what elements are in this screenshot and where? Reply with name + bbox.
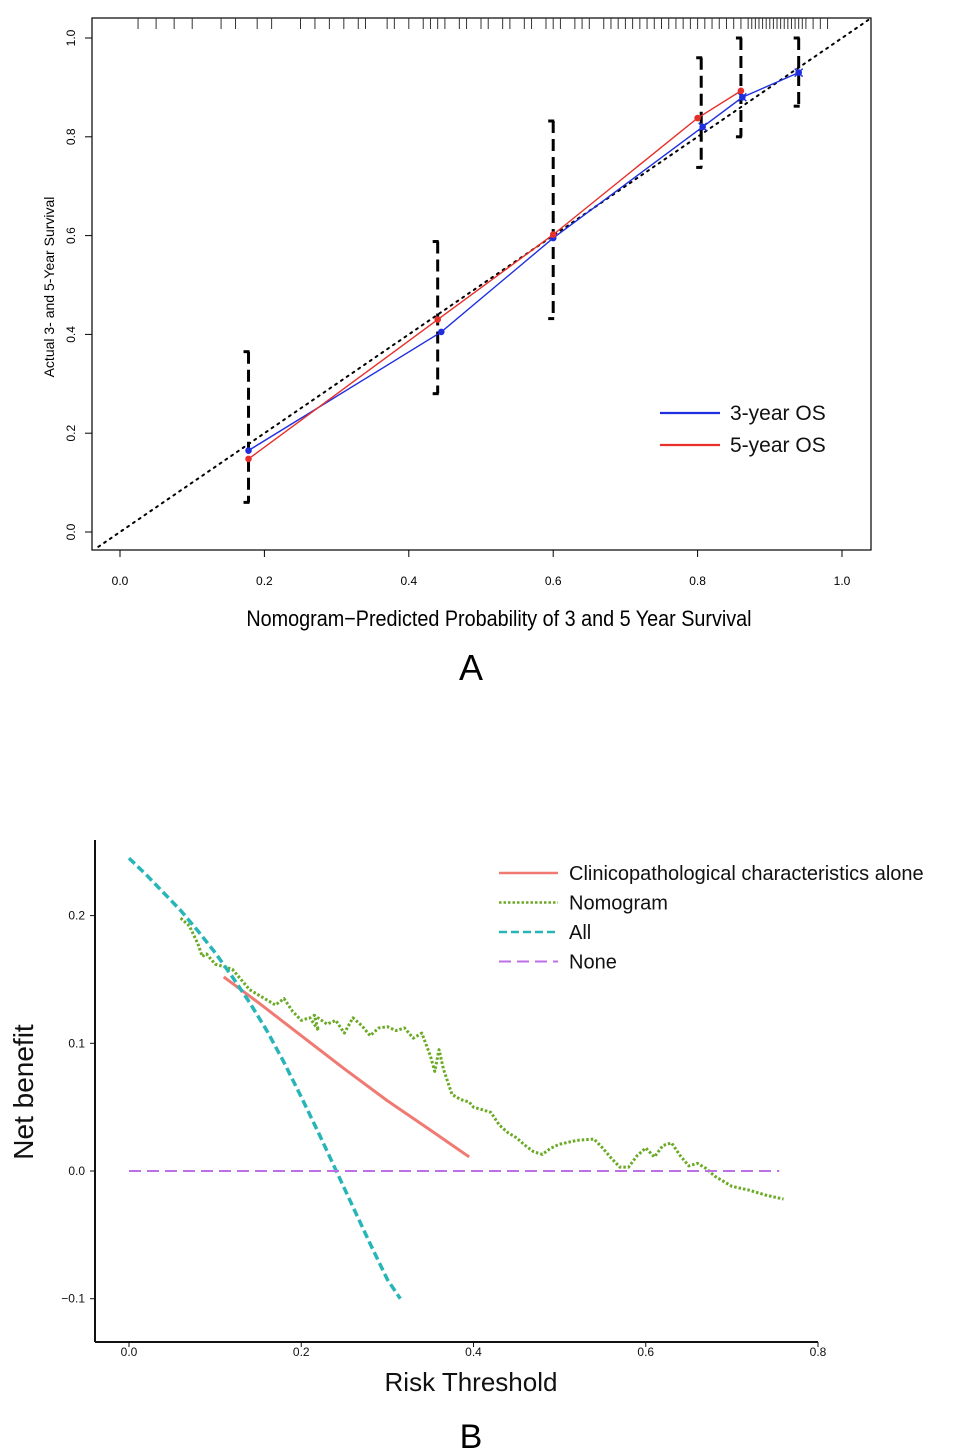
data-point <box>437 328 445 336</box>
legend-label: Nomogram <box>569 893 668 915</box>
y-tick-label: 0.8 <box>64 128 78 145</box>
series-line-5-year <box>248 90 742 460</box>
y-axis-title: Net benefit <box>8 1024 39 1160</box>
curve-nomogram <box>179 917 784 1201</box>
x-tick-label: 0.8 <box>689 574 706 588</box>
data-point <box>245 455 252 463</box>
x-tick-label: 0.0 <box>112 574 129 588</box>
legend-label: Clinicopathological characteristics alon… <box>569 863 924 885</box>
legend-label: None <box>569 952 617 974</box>
y-tick-label: −0.1 <box>61 1292 85 1306</box>
y-axis-title: Actual 3- and 5-Year Survival <box>41 197 57 378</box>
panel-label-a: A <box>459 647 483 688</box>
error-bar <box>243 350 251 504</box>
data-point <box>739 93 746 101</box>
error-bar <box>696 56 703 169</box>
y-tick-label: 0.0 <box>64 523 78 540</box>
error-bar <box>735 36 743 139</box>
x-tick-label: 0.0 <box>121 1345 138 1359</box>
panel-a-calibration-plot: 0.0 0.2 0.4 0.6 0.8 1.0 0.0 0.2 0.4 0.6 0.8 1.0 Nomo… <box>41 17 872 631</box>
y-tick-label: 0.1 <box>68 1036 85 1050</box>
y-tick-label: 0.4 <box>64 326 78 343</box>
x-axis-title: Risk Threshold <box>385 1367 558 1397</box>
x-tick-label: 0.4 <box>465 1345 482 1359</box>
data-point <box>245 447 252 454</box>
panel-b-decision-curve: 0.0 0.2 0.4 0.6 0.8 −0.1 0.0 0.1 0.2 Risk Thresho… <box>8 840 924 1397</box>
legend-label: 3-year OS <box>730 402 826 425</box>
series-line-3-year <box>248 71 799 452</box>
x-tick-label: 1.0 <box>834 574 851 588</box>
data-point <box>549 231 557 238</box>
x-tick-label: 0.2 <box>293 1345 310 1359</box>
data-point <box>699 123 706 131</box>
error-bar <box>548 119 555 321</box>
curve-clinicopathological-characteristics-alone <box>222 975 471 1159</box>
y-tick-label: 0.6 <box>64 227 78 244</box>
data-point <box>737 87 745 95</box>
reference-line <box>97 17 872 548</box>
y-tick-label: 0.2 <box>64 425 78 442</box>
y-tick-label: 1.0 <box>64 29 78 46</box>
error-bar <box>793 36 801 108</box>
x-tick-label: 0.4 <box>400 574 417 588</box>
x-tick-label: 0.8 <box>810 1345 827 1359</box>
legend-label: All <box>569 922 591 944</box>
data-point <box>434 316 441 323</box>
data-point <box>795 69 802 76</box>
x-tick-label: 0.2 <box>256 574 273 588</box>
data-point <box>694 114 701 122</box>
curve-all <box>127 856 402 1300</box>
x-axis-title: Nomogram−Predicted Probability of 3 and … <box>246 607 751 631</box>
y-tick-label: 0.2 <box>68 909 85 923</box>
y-tick-label: 0.0 <box>68 1164 85 1178</box>
x-tick-label: 0.6 <box>637 1345 654 1359</box>
panel-label-b: B <box>460 1418 483 1450</box>
x-tick-label: 0.6 <box>545 574 562 588</box>
legend-label: 5-year OS <box>730 434 826 457</box>
